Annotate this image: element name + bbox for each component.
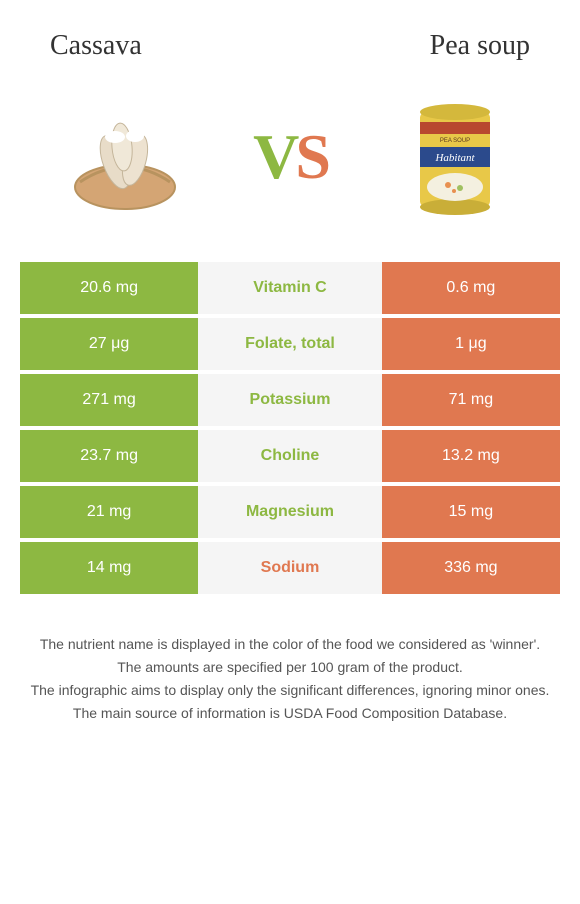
nutrient-name: Choline [198,430,382,482]
nutrient-row: 27 μgFolate, total1 μg [20,318,560,370]
nutrient-name: Vitamin C [198,262,382,314]
nutrient-name: Folate, total [198,318,382,370]
pea-soup-image: Habitant PEA SOUP [390,92,520,222]
nutrient-row: 20.6 mgVitamin C0.6 mg [20,262,560,314]
nutrient-row: 23.7 mgCholine13.2 mg [20,430,560,482]
header: Cassava Pea soup [20,20,560,82]
left-value: 20.6 mg [20,262,198,314]
footnote-line: The amounts are specified per 100 gram o… [30,657,550,678]
right-value: 15 mg [382,486,560,538]
right-value: 336 mg [382,542,560,594]
right-value: 71 mg [382,374,560,426]
left-value: 23.7 mg [20,430,198,482]
right-food-title: Pea soup [430,30,530,62]
left-value: 14 mg [20,542,198,594]
right-value: 13.2 mg [382,430,560,482]
vs-s-letter: S [295,121,327,192]
footnote-line: The nutrient name is displayed in the co… [30,634,550,655]
nutrient-table: 20.6 mgVitamin C0.6 mg27 μgFolate, total… [20,262,560,594]
right-value: 0.6 mg [382,262,560,314]
right-value: 1 μg [382,318,560,370]
footnote-line: The main source of information is USDA F… [30,703,550,724]
nutrient-row: 14 mgSodium336 mg [20,542,560,594]
left-food-title: Cassava [50,30,142,62]
svg-text:Habitant: Habitant [434,152,475,164]
images-row: VS Habitant PEA SOUP [20,82,560,262]
nutrient-name: Magnesium [198,486,382,538]
cassava-image [60,92,190,222]
nutrient-row: 271 mgPotassium71 mg [20,374,560,426]
left-value: 27 μg [20,318,198,370]
left-value: 21 mg [20,486,198,538]
left-value: 271 mg [20,374,198,426]
nutrient-row: 21 mgMagnesium15 mg [20,486,560,538]
footnotes: The nutrient name is displayed in the co… [20,634,560,724]
vs-label: VS [253,120,327,194]
footnote-line: The infographic aims to display only the… [30,680,550,701]
nutrient-name: Sodium [198,542,382,594]
svg-text:PEA SOUP: PEA SOUP [440,138,470,144]
vs-v-letter: V [253,121,295,192]
nutrient-name: Potassium [198,374,382,426]
